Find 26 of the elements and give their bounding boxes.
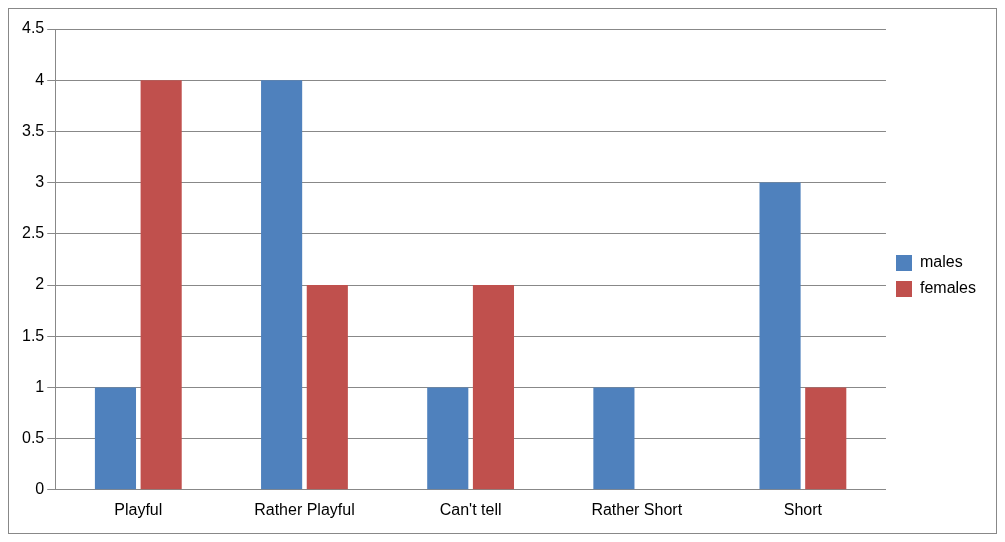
x-tick-label: Can't tell <box>439 500 502 518</box>
bar <box>805 387 847 490</box>
x-tick-label: Short <box>783 500 823 518</box>
bar <box>593 387 635 490</box>
y-tick-label: 3 <box>35 173 45 191</box>
y-tick-label: 0.5 <box>21 429 45 447</box>
y-tick-label: 0 <box>35 480 45 498</box>
y-tick-label: 4.5 <box>21 19 45 37</box>
y-tick-label: 3.5 <box>21 121 45 139</box>
y-tick-label: 2.5 <box>21 224 45 242</box>
bar <box>140 80 182 490</box>
x-tick-label: Rather Short <box>591 500 683 518</box>
y-tick-label: 4 <box>35 70 45 88</box>
bar <box>472 285 515 490</box>
y-tick-label: 1 <box>35 377 45 395</box>
x-tick-label: Playful <box>114 500 163 518</box>
legend-label: females <box>919 279 977 297</box>
x-tick-label: Rather Playful <box>254 500 355 518</box>
bar <box>427 387 469 490</box>
y-tick-label: 2 <box>35 275 45 293</box>
bar <box>759 182 801 490</box>
bar <box>94 387 137 490</box>
bar <box>261 80 303 490</box>
bar <box>306 285 348 490</box>
y-tick-label: 1.5 <box>21 326 45 344</box>
legend-label: males <box>919 253 963 271</box>
